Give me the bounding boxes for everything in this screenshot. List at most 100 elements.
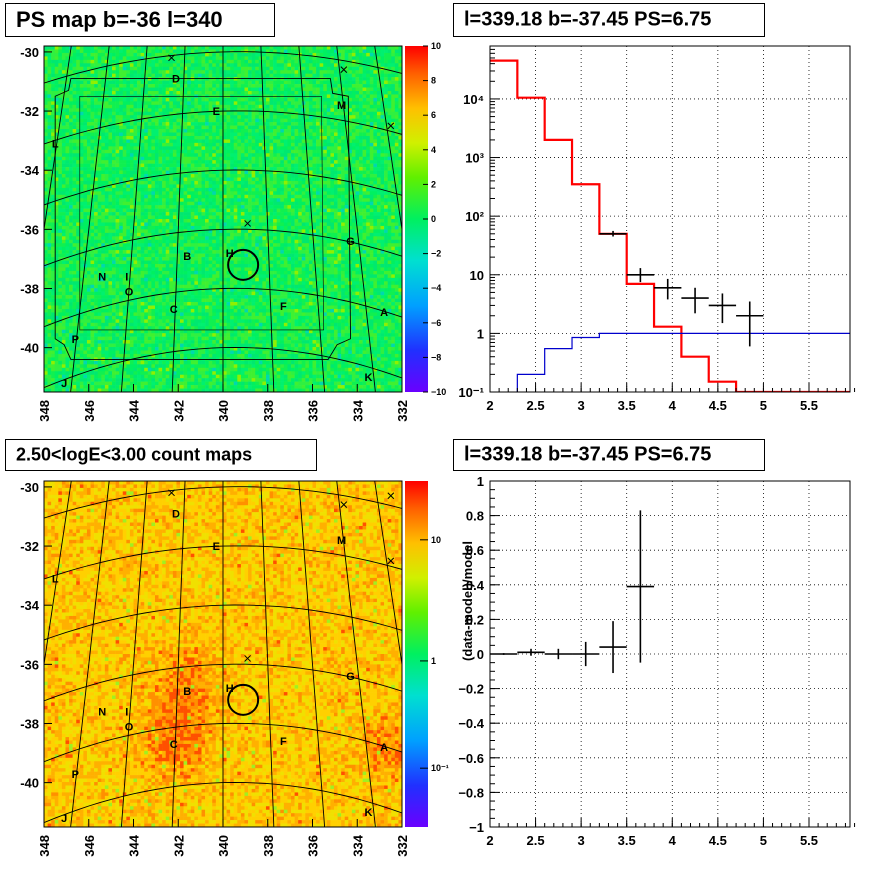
- map-pixel: [65, 222, 70, 227]
- map-pixel: [94, 215, 98, 220]
- map-pixel: [61, 229, 66, 234]
- map-pixel: [72, 388, 77, 393]
- map-pixel: [108, 125, 113, 130]
- map-pixel: [194, 239, 199, 244]
- map-pixel: [140, 66, 145, 71]
- map-pixel: [215, 97, 220, 102]
- map-pixel: [162, 63, 167, 68]
- map-pixel: [158, 198, 163, 202]
- map-pixel: [47, 284, 52, 289]
- map-pixel: [108, 177, 113, 182]
- map-pixel: [79, 263, 84, 268]
- map-pixel: [76, 52, 81, 57]
- map-pixel: [172, 364, 177, 369]
- map-pixel: [197, 63, 202, 68]
- map-pixel: [154, 142, 159, 147]
- map-pixel: [122, 205, 127, 209]
- map-pixel: [212, 225, 217, 230]
- map-pixel: [112, 347, 116, 351]
- map-pixel: [208, 59, 213, 64]
- map-pixel: [97, 288, 102, 292]
- map-pixel: [180, 101, 184, 106]
- map-pixel: [115, 125, 120, 130]
- map-pixel: [169, 129, 174, 133]
- map-pixel: [201, 353, 206, 358]
- map-pixel: [54, 118, 59, 123]
- map-pixel: [101, 246, 106, 251]
- map-pixel: [137, 125, 141, 130]
- map-pixel: [108, 129, 113, 133]
- map-pixel: [197, 66, 202, 71]
- map-pixel: [79, 253, 84, 258]
- map-pixel: [115, 149, 120, 154]
- map-pixel: [187, 184, 192, 189]
- map-pixel: [187, 305, 192, 310]
- map-pixel: [97, 80, 102, 85]
- map-pixel: [126, 371, 131, 375]
- map-pixel: [61, 274, 66, 279]
- map-pixel: [137, 59, 141, 64]
- map-pixel: [47, 212, 52, 216]
- map-pixel: [69, 180, 73, 185]
- map-pixel: [197, 250, 202, 254]
- map-pixel: [158, 201, 163, 206]
- map-pixel: [162, 146, 167, 151]
- map-pixel: [144, 174, 149, 178]
- map-pixel: [154, 225, 159, 230]
- map-pixel: [72, 153, 77, 158]
- map-pixel: [112, 305, 116, 310]
- map-pixel: [187, 326, 192, 331]
- map-pixel: [147, 288, 152, 292]
- map-pixel: [219, 284, 224, 289]
- map-pixel: [47, 263, 52, 268]
- map-pixel: [162, 170, 167, 175]
- map-pixel: [194, 295, 199, 299]
- map-pixel: [154, 250, 159, 254]
- map-pixel: [126, 56, 131, 61]
- map-pixel: [151, 52, 156, 57]
- map-pixel: [54, 288, 59, 292]
- map-pixel: [69, 274, 73, 279]
- map-pixel: [144, 163, 149, 168]
- map-pixel: [180, 225, 184, 230]
- map-pixel: [208, 170, 213, 175]
- map-pixel: [172, 277, 177, 282]
- map-pixel: [162, 388, 167, 393]
- map-pixel: [190, 174, 195, 178]
- map-pixel: [208, 291, 213, 296]
- map-pixel: [122, 319, 127, 324]
- map-pixel: [201, 187, 206, 192]
- map-pixel: [165, 77, 170, 81]
- map-pixel: [104, 191, 109, 196]
- map-pixel: [158, 284, 163, 289]
- map-pixel: [51, 52, 56, 57]
- map-pixel: [61, 70, 66, 74]
- map-pixel: [72, 333, 77, 337]
- map-pixel: [44, 274, 48, 279]
- map-pixel: [154, 66, 159, 71]
- map-pixel: [83, 215, 88, 220]
- map-pixel: [147, 225, 152, 230]
- map-pixel: [104, 52, 109, 57]
- map-pixel: [83, 219, 88, 223]
- map-pixel: [108, 111, 113, 116]
- map-pixel: [51, 378, 56, 382]
- map-pixel: [79, 277, 84, 282]
- map-pixel: [108, 187, 113, 192]
- map-pixel: [144, 274, 149, 279]
- map-pixel: [201, 281, 206, 286]
- map-pixel: [169, 333, 174, 337]
- map-pixel: [154, 56, 159, 61]
- map-pixel: [44, 302, 48, 306]
- map-pixel: [205, 212, 209, 216]
- map-pixel: [201, 87, 206, 92]
- map-pixel: [133, 326, 138, 331]
- map-pixel: [180, 80, 184, 85]
- map-pixel: [194, 194, 199, 199]
- map-pixel: [190, 371, 195, 375]
- map-pixel: [58, 329, 63, 334]
- map-pixel: [154, 277, 159, 282]
- map-pixel: [72, 156, 77, 161]
- map-pixel: [194, 378, 199, 382]
- map-pixel: [79, 347, 84, 351]
